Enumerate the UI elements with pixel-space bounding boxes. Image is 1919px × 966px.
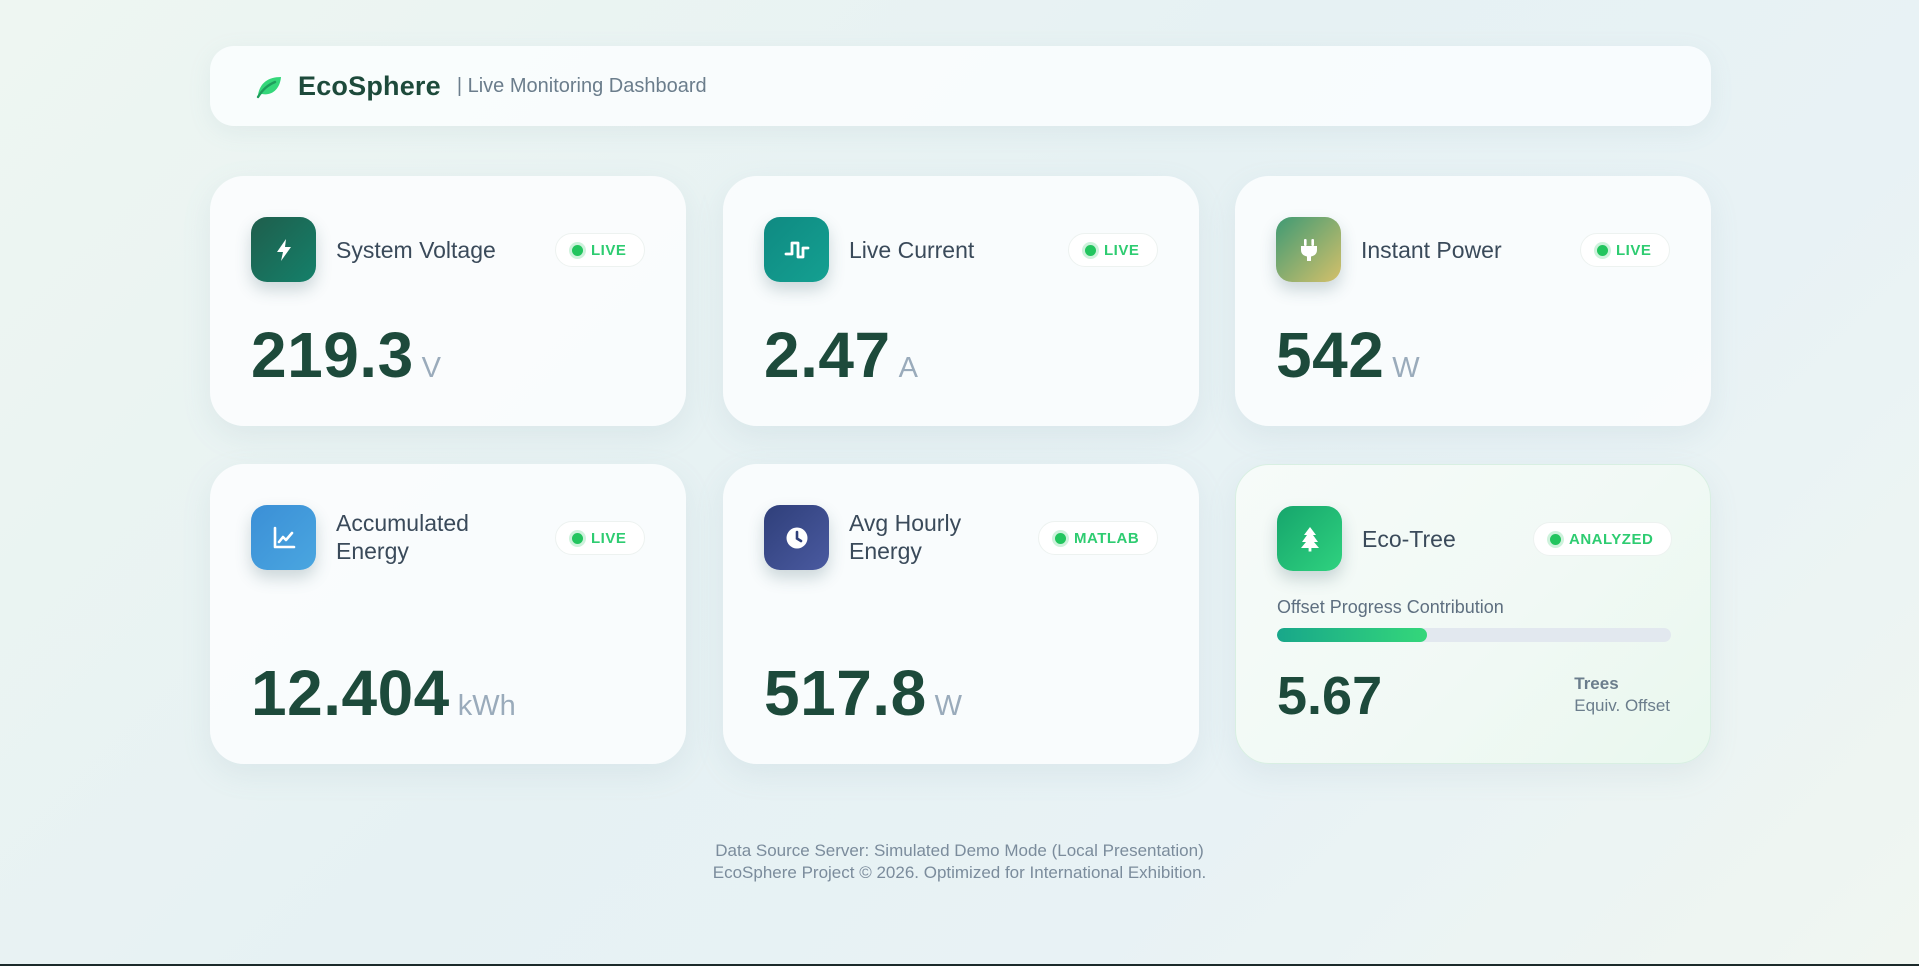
energy-status-badge: LIVE	[555, 521, 646, 555]
leaf-icon	[256, 77, 281, 99]
voltage-badge-label: LIVE	[591, 241, 627, 259]
voltage-icon-box	[251, 217, 316, 282]
header-bar: EcoSphere | Live Monitoring Dashboard	[210, 46, 1711, 126]
eco-icon-box	[1277, 506, 1342, 571]
bolt-icon	[276, 238, 291, 261]
current-value: 2.47	[764, 319, 891, 391]
clock-icon	[786, 527, 807, 548]
power-status-badge: LIVE	[1580, 233, 1671, 267]
energy-value: 12.404	[251, 657, 450, 729]
energy-unit: kWh	[457, 690, 516, 722]
trees-value: 5.67	[1277, 666, 1383, 726]
current-card: Live Current LIVE 2.47 A	[723, 176, 1199, 426]
energy-title-line2: Energy	[336, 538, 409, 564]
trees-label-line1: Trees	[1574, 674, 1619, 693]
tree-icon	[1300, 526, 1319, 551]
eco-status-badge: ANALYZED	[1533, 522, 1673, 556]
voltage-reading: 219.3 V	[251, 318, 441, 392]
power-reading: 542 W	[1276, 318, 1420, 392]
eco-tree-card: Eco-Tree ANALYZED Offset Progress Contri…	[1235, 464, 1711, 764]
current-title: Live Current	[849, 237, 975, 263]
live-dot-icon	[1085, 244, 1096, 256]
avg-unit: W	[934, 690, 963, 722]
energy-card: Accumulated Energy LIVE 12.404 kWh	[210, 464, 686, 764]
eco-badge-label: ANALYZED	[1569, 530, 1654, 548]
power-badge-label: LIVE	[1616, 241, 1652, 259]
voltage-title: System Voltage	[336, 237, 496, 263]
offset-progress-fill	[1277, 628, 1427, 642]
current-unit: A	[898, 352, 918, 384]
avg-badge-label: MATLAB	[1074, 529, 1140, 547]
avg-reading: 517.8 W	[764, 656, 962, 730]
voltage-status-badge: LIVE	[555, 233, 646, 267]
power-title: Instant Power	[1361, 237, 1502, 263]
avg-title-line2: Energy	[849, 538, 922, 564]
trees-label: Trees Equiv. Offset	[1574, 673, 1670, 717]
current-icon-box	[764, 217, 829, 282]
voltage-card: System Voltage LIVE 219.3 V	[210, 176, 686, 426]
trees-label-line2: Equiv. Offset	[1574, 696, 1670, 715]
eco-title: Eco-Tree	[1362, 526, 1456, 552]
power-value: 542	[1276, 319, 1385, 391]
avg-icon-box	[764, 505, 829, 570]
live-dot-icon	[1055, 532, 1066, 544]
avg-energy-card: Avg Hourly Energy MATLAB 517.8 W	[723, 464, 1199, 764]
current-reading: 2.47 A	[764, 318, 918, 392]
avg-status-badge: MATLAB	[1038, 521, 1159, 555]
line-chart-icon	[273, 526, 295, 548]
page-subtitle: | Live Monitoring Dashboard	[456, 74, 707, 97]
live-dot-icon	[1597, 244, 1608, 256]
current-badge-label: LIVE	[1104, 241, 1140, 259]
avg-title-line1: Avg Hourly	[849, 510, 962, 536]
offset-progress-label: Offset Progress Contribution	[1277, 597, 1504, 617]
square-wave-icon	[784, 241, 809, 258]
energy-icon-box	[251, 505, 316, 570]
current-status-badge: LIVE	[1068, 233, 1159, 267]
brand-name: EcoSphere	[298, 70, 441, 101]
voltage-unit: V	[421, 352, 441, 384]
energy-title: Accumulated Energy	[336, 509, 469, 565]
power-unit: W	[1392, 352, 1420, 384]
energy-reading: 12.404 kWh	[251, 656, 516, 730]
live-dot-icon	[572, 532, 583, 544]
footer: Data Source Server: Simulated Demo Mode …	[0, 840, 1919, 884]
bottom-border	[0, 964, 1919, 966]
footer-copyright: EcoSphere Project © 2026. Optimized for …	[712, 863, 1207, 882]
voltage-value: 219.3	[251, 319, 414, 391]
offset-progress-bar	[1277, 628, 1671, 642]
plug-icon	[1300, 238, 1317, 261]
power-icon-box	[1276, 217, 1341, 282]
power-card: Instant Power LIVE 542 W	[1235, 176, 1711, 426]
live-dot-icon	[1550, 533, 1561, 545]
energy-badge-label: LIVE	[591, 529, 627, 547]
avg-value: 517.8	[764, 657, 927, 729]
footer-data-source: Data Source Server: Simulated Demo Mode …	[715, 841, 1204, 860]
energy-title-line1: Accumulated	[336, 510, 469, 536]
avg-title: Avg Hourly Energy	[849, 509, 961, 565]
live-dot-icon	[572, 244, 583, 256]
